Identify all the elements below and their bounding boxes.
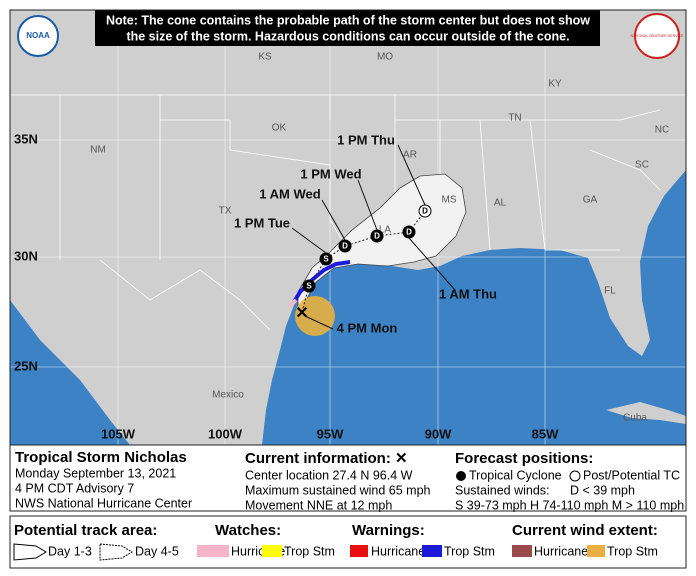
noaa-logo [17, 15, 59, 57]
track-point [402, 225, 416, 239]
state-label: TX [219, 206, 232, 217]
ptc-symbol [569, 470, 581, 482]
wind-label: Trop Stm [607, 544, 658, 558]
day45: Day 4-5 [135, 544, 179, 558]
lon-label: 85W [532, 426, 559, 441]
lat-label: 25N [14, 358, 38, 373]
nws-text: NATIONAL WEATHER SERVICE [631, 34, 685, 38]
lon-label: 100W [208, 426, 243, 441]
wind-extent [295, 296, 335, 336]
watch-label: Trop Stm [284, 544, 335, 558]
nws-logo [634, 13, 680, 59]
map-labels: KS MO KY OK TN NC NM AR SC MS AL GA TX LA FL Mexico Cuba… [14, 52, 669, 442]
ptc: Post/Potential TC [583, 468, 680, 482]
tc-symbol [456, 471, 466, 481]
tc: Tropical Cyclone [469, 468, 562, 482]
wind-title: Current wind extent: [512, 522, 658, 539]
track-letter: D [374, 232, 380, 241]
noaa-text: NOAA [26, 31, 50, 40]
track-point [338, 239, 352, 253]
state-label: Mexico [212, 390, 244, 401]
track-point [370, 229, 384, 243]
day45-icon [99, 543, 133, 561]
state-label: KY [548, 79, 562, 90]
warning-label: Hurricane [371, 544, 425, 558]
current-line: Maximum sustained wind 65 mph [245, 483, 431, 497]
warnings-title: Warnings: [352, 522, 425, 539]
state-label: KS [258, 52, 272, 63]
forecast-label: 4 PM Mon [337, 320, 398, 335]
ts-wind-swatch [587, 545, 605, 557]
state-label: AR [403, 150, 417, 161]
legend-panel [9, 515, 687, 569]
legend: Potential track area: Day 1-3 Day 4-5 Wa… [13, 522, 658, 561]
note: the size of the storm. Hazardous conditi… [126, 29, 569, 43]
track-letter: S [323, 255, 329, 264]
forecast-title: Forecast positions: [455, 450, 593, 467]
ts-warning-swatch [422, 545, 442, 557]
current-line: Movement NNE at 12 mph [245, 498, 392, 512]
day13: Day 1-3 [48, 544, 92, 558]
note: Note: The cone contains the probable pat… [106, 13, 590, 27]
forecast-label: 1 PM Tue [234, 215, 290, 230]
state-label: LA [379, 225, 392, 236]
day13-icon [13, 543, 47, 561]
hurricane-wind-swatch [512, 545, 532, 557]
state-label: MO [377, 52, 393, 63]
note-box [95, 10, 600, 46]
hurricane-warning-swatch [350, 545, 368, 557]
track-letter: D [406, 228, 412, 237]
forecast-label: 1 AM Wed [259, 186, 320, 201]
leaders [291, 144, 456, 330]
cuba [606, 402, 686, 424]
forecast-label: 1 PM Wed [300, 166, 361, 181]
d-winds: D < 39 mph [570, 483, 635, 497]
lon-label: 105W [101, 426, 136, 441]
hurricane-watch [288, 298, 298, 308]
forecast-label: 1 PM Thu [337, 132, 395, 147]
track-letter: D [422, 207, 428, 216]
lon-label: 95W [317, 426, 344, 441]
warning-label: Trop Stm [444, 544, 495, 558]
current-position: ✕ [295, 305, 308, 322]
lon-label: 90W [425, 426, 452, 441]
tropical-storm-warning [292, 260, 351, 304]
track-letter: D [342, 242, 348, 251]
date: Monday September 13, 2021 [15, 466, 176, 480]
track-point [418, 204, 432, 218]
center: NWS National Hurricane Center [15, 496, 192, 510]
track-letter: S [306, 282, 312, 291]
advisory: 4 PM CDT Advisory 7 [15, 481, 134, 495]
map: KS MO KY OK TN NC NM AR SC MS AL GA TX LA FL Mexico Cuba… [10, 10, 686, 445]
info: Tropical Storm Nicholas Monday September… [15, 449, 684, 512]
water [262, 170, 686, 445]
state-label: NC [655, 125, 669, 136]
state-label: AL [494, 198, 507, 209]
ts-watch-swatch [262, 545, 282, 557]
current-title: Current information: ✕ [245, 450, 408, 467]
state-label: MS [442, 195, 457, 206]
state-label: GA [583, 195, 598, 206]
winds: Sustained winds: [455, 483, 550, 497]
track-point [319, 252, 333, 266]
forecast-label: 1 AM Thu [439, 286, 497, 301]
storm-name: Tropical Storm Nicholas [15, 449, 187, 466]
lat-label: 30N [14, 248, 38, 263]
hurricane-watch-swatch [197, 545, 229, 557]
state-label: TN [508, 113, 521, 124]
state-label: NM [90, 145, 106, 156]
lat-label: 35N [14, 131, 38, 146]
watches-title: Watches: [215, 522, 281, 539]
state-label: SC [635, 160, 649, 171]
state-label: OK [272, 123, 287, 134]
state-label: Cuba [623, 413, 647, 424]
pacific [10, 300, 130, 445]
wind-label: Hurricane [534, 544, 588, 558]
track-point [302, 279, 316, 293]
current-line: Center location 27.4 N 96.4 W [245, 468, 413, 482]
shm-winds: S 39-73 mph H 74-110 mph M > 110 mph [455, 498, 684, 512]
state-label: FL [604, 286, 616, 297]
track-title: Potential track area: [14, 522, 157, 539]
